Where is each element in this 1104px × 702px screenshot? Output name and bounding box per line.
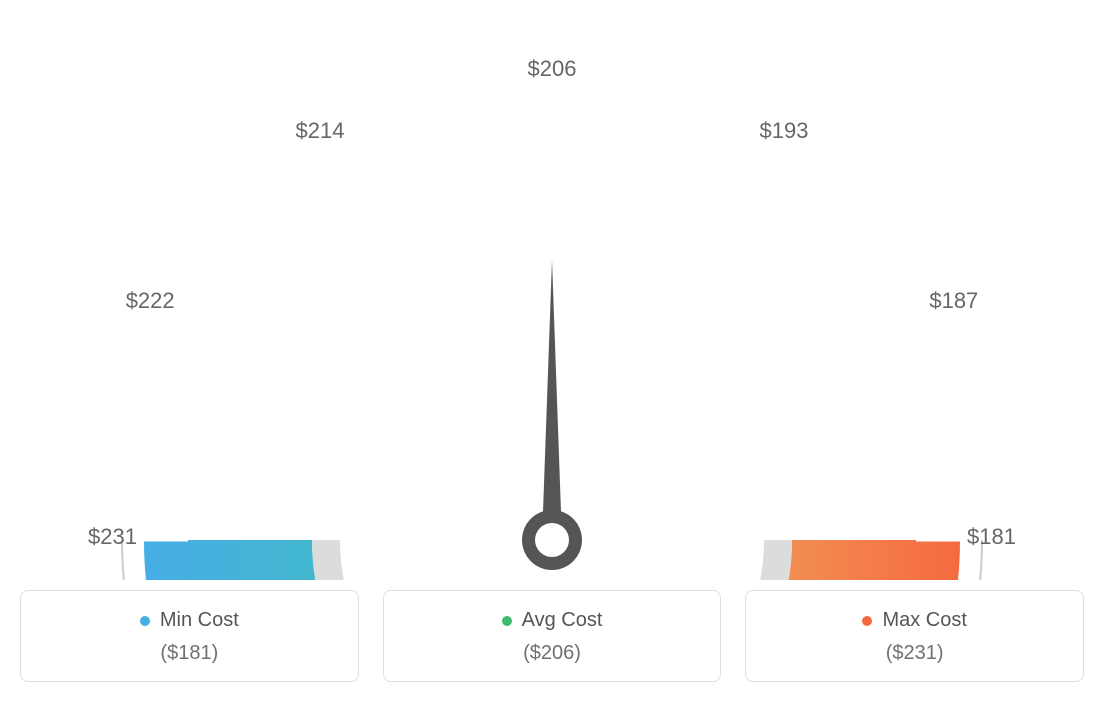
svg-text:$222: $222: [126, 288, 175, 313]
svg-text:$214: $214: [296, 118, 345, 143]
legend-max-value: ($231): [756, 642, 1073, 665]
legend-card-avg: Avg Cost ($206): [383, 590, 722, 682]
gauge: $181 $187 $193 $206 $214 $222 $231: [20, 20, 1084, 580]
svg-text:$187: $187: [929, 288, 978, 313]
svg-text:$181: $181: [967, 524, 1016, 549]
legend-min-label: Min Cost: [160, 609, 239, 632]
legend-min-title: Min Cost: [140, 609, 239, 632]
legend-row: Min Cost ($181) Avg Cost ($206) Max Cost…: [20, 590, 1084, 682]
legend-avg-value: ($206): [394, 642, 711, 665]
legend-card-max: Max Cost ($231): [745, 590, 1084, 682]
svg-text:$231: $231: [88, 524, 137, 549]
svg-text:$193: $193: [760, 118, 809, 143]
dot-max-icon: [862, 616, 872, 626]
legend-avg-label: Avg Cost: [522, 609, 603, 632]
legend-card-min: Min Cost ($181): [20, 590, 359, 682]
legend-max-label: Max Cost: [882, 609, 966, 632]
svg-text:$206: $206: [528, 56, 577, 81]
legend-min-value: ($181): [31, 642, 348, 665]
cost-gauge-chart: $181 $187 $193 $206 $214 $222 $231 Min Cost ($…: [20, 20, 1084, 682]
dot-min-icon: [140, 616, 150, 626]
legend-avg-title: Avg Cost: [502, 609, 603, 632]
legend-max-title: Max Cost: [862, 609, 966, 632]
dot-avg-icon: [502, 616, 512, 626]
